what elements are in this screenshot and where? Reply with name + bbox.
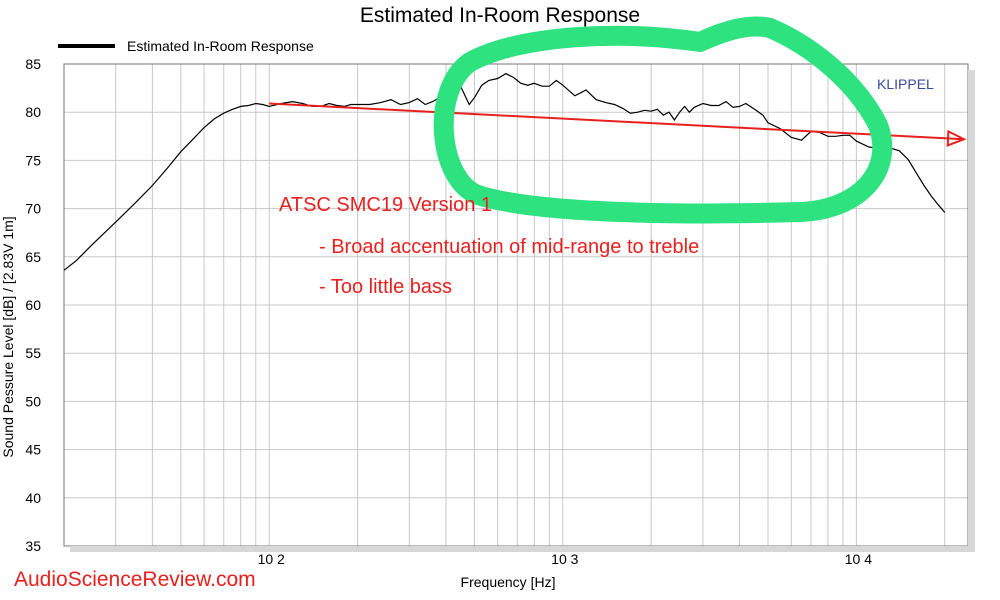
klippel-brand: KLIPPEL [877, 76, 934, 92]
y-tick-label: 75 [25, 152, 41, 168]
y-tick-label: 55 [25, 345, 41, 361]
green-highlight-loop [433, 16, 893, 224]
annotation-bullet-1: - Broad accentuation of mid-range to tre… [319, 236, 699, 258]
x-tick-label: 10 4 [845, 551, 872, 567]
x-tick-label: 10 3 [551, 551, 578, 567]
y-tick-label: 70 [25, 201, 41, 217]
y-tick-label: 50 [25, 393, 41, 409]
y-tick-label: 60 [25, 297, 41, 313]
annotation-heading: ATSC SMC19 Version 1 [279, 194, 492, 216]
trend-arrow-head [946, 129, 967, 147]
legend-label: Estimated In-Room Response [127, 38, 314, 54]
y-tick-label: 85 [25, 56, 41, 72]
chart-title: Estimated In-Room Response [360, 4, 640, 27]
y-tick-label: 35 [25, 538, 41, 554]
y-tick-label: 80 [25, 104, 41, 120]
y-tick-label: 40 [25, 490, 41, 506]
x-axis-label: Frequency [Hz] [461, 574, 556, 590]
x-tick-labels: 10 2 10 3 10 4 [258, 551, 873, 567]
plot-shadow-bottom [70, 546, 975, 552]
annotation-bullet-2: - Too little bass [319, 276, 452, 298]
y-axis-label: Sound Pessure Level [dB] / [2.83V 1m] [0, 216, 16, 457]
y-tick-label: 65 [25, 249, 41, 265]
trend-arrow-line [269, 102, 965, 141]
y-tick-labels: 35 40 45 50 55 60 65 70 75 80 85 [25, 56, 41, 554]
plot-shadow-right [968, 70, 975, 552]
series-line-estimated-in-room-response [63, 72, 946, 271]
y-tick-label: 45 [25, 442, 41, 458]
x-tick-label: 10 2 [258, 551, 285, 567]
watermark: AudioScienceReview.com [14, 568, 256, 591]
